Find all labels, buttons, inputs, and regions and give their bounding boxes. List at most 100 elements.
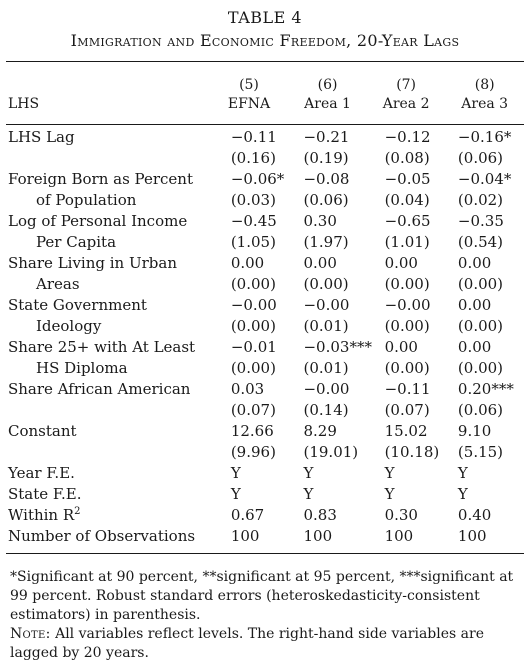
standard-error-cell: (0.00): [230, 359, 276, 377]
table-row: Log of Personal Income −0.45 0.30 −0.65 −0.3…: [6, 211, 524, 232]
table-number: TABLE 4: [227, 8, 303, 27]
value-cell: Y: [303, 464, 314, 482]
row-label: Share African American: [8, 380, 191, 398]
row-label: Year F.E.: [6, 463, 215, 484]
standard-error-cell: (0.54): [457, 233, 504, 251]
coefficient-cell: −0.35: [457, 212, 504, 230]
row-label-text: Year F.E.: [8, 464, 75, 482]
table-row-se: (0.16) (0.19) (0.08) (0.06): [6, 148, 524, 169]
standard-error-cell: (0.00): [457, 275, 504, 293]
table-row-se: (9.96) (19.01) (10.18) (5.15): [6, 442, 524, 463]
row-label-continued: [6, 442, 215, 463]
value-cell: Y: [457, 464, 468, 482]
standard-error-cell: (0.00): [230, 317, 276, 335]
table-row-se: Per Capita (1.05) (1.97) (1.01) (0.54): [6, 232, 524, 253]
row-label-text: Number of Observations: [8, 527, 196, 545]
table-title: Immigration and Economic Freedom, 20-Yea…: [70, 31, 460, 50]
table-row: Constant 12.66 8.29 15.02 9.10: [6, 421, 524, 442]
coefficient-cell: −0.65: [384, 212, 431, 230]
row-label-continued: HS Diploma: [36, 359, 128, 377]
lhs-header: LHS: [8, 96, 40, 112]
standard-error-cell: (0.00): [457, 359, 504, 377]
top-rule: [6, 61, 524, 62]
standard-error-cell: (0.00): [303, 275, 349, 293]
coefficient-cell: −0.16*: [457, 128, 512, 146]
standard-error-cell: (0.01): [303, 317, 349, 335]
coefficient-cell: −0.05: [384, 170, 431, 188]
superscript: 2: [74, 506, 81, 517]
table-row-se: Ideology (0.00) (0.01) (0.00) (0.00): [6, 316, 524, 337]
row-label: Foreign Born as Percent: [8, 170, 193, 188]
standard-error-cell: (5.15): [457, 443, 504, 461]
table-row-se: of Population (0.03) (0.06) (0.04) (0.02): [6, 190, 524, 211]
row-label: Constant: [8, 422, 77, 440]
table-row: Number of Observations 100 100 100 100: [6, 526, 524, 547]
coefficient-cell: −0.01: [230, 338, 277, 356]
column-number: (7): [396, 77, 417, 93]
standard-error-cell: (0.00): [384, 275, 430, 293]
header-rule: [6, 124, 524, 125]
value-cell: Y: [384, 485, 395, 503]
coefficient-cell: 0.00: [457, 296, 492, 314]
coefficient-cell: −0.00: [303, 380, 350, 398]
standard-error-cell: (0.00): [230, 275, 276, 293]
row-label: Log of Personal Income: [8, 212, 188, 230]
standard-error-cell: (0.16): [230, 149, 276, 167]
value-cell: Y: [303, 485, 314, 503]
value-cell: 0.30: [384, 506, 418, 524]
column-header: EFNA: [227, 96, 271, 112]
standard-error-cell: (0.06): [457, 149, 504, 167]
coefficient-cell: −0.00: [230, 296, 277, 314]
note-label: Note:: [10, 626, 51, 642]
value-cell: 100: [303, 527, 333, 545]
row-label-continued: Per Capita: [36, 233, 117, 251]
column-header: Area 2: [382, 96, 430, 112]
coefficient-cell: 0.00: [457, 338, 492, 356]
table-row: Share Living in Urban 0.00 0.00 0.00 0.00: [6, 253, 524, 274]
table-row-se: HS Diploma (0.00) (0.01) (0.00) (0.00): [6, 358, 524, 379]
standard-error-cell: (0.02): [457, 191, 504, 209]
standard-error-cell: (0.00): [457, 317, 504, 335]
standard-error-cell: (0.14): [303, 401, 349, 419]
standard-error-cell: (0.00): [384, 359, 430, 377]
table-row-se: (0.07) (0.14) (0.07) (0.06): [6, 400, 524, 421]
row-label: State Government: [8, 296, 147, 314]
note-text: All variables reflect levels. The right-…: [10, 626, 484, 661]
table-row: State F.E. Y Y Y Y: [6, 484, 524, 505]
value-cell: 0.67: [230, 506, 265, 524]
row-label: Number of Observations: [6, 526, 215, 547]
coefficient-cell: 15.02: [384, 422, 428, 440]
column-number: (5): [239, 77, 259, 93]
table-notes: *Significant at 90 percent, **significan…: [6, 554, 524, 663]
table-row: Share 25+ with At Least −0.01 −0.03*** 0.00…: [6, 337, 524, 358]
coefficient-cell: 0.00: [457, 254, 492, 272]
standard-error-cell: (0.00): [384, 317, 430, 335]
coefficient-cell: 0.00: [384, 254, 418, 272]
row-label-text: State F.E.: [8, 485, 82, 503]
coefficient-cell: 9.10: [457, 422, 492, 440]
value-cell: Y: [230, 464, 241, 482]
value-cell: 100: [457, 527, 487, 545]
coefficient-cell: 12.66: [230, 422, 274, 440]
standard-error-cell: (0.06): [457, 401, 504, 419]
coefficient-cell: 0.20***: [457, 380, 514, 398]
standard-error-cell: (1.97): [303, 233, 349, 251]
coefficient-cell: 0.30: [303, 212, 337, 230]
coefficient-cell: −0.08: [303, 170, 350, 188]
coefficient-cell: −0.11: [384, 380, 431, 398]
coefficient-cell: 0.03: [230, 380, 265, 398]
significance-note: *Significant at 90 percent, **significan…: [10, 569, 514, 623]
coefficient-cell: 0.00: [384, 338, 418, 356]
coefficient-cell: −0.21: [303, 128, 350, 146]
row-label: Share 25+ with At Least: [8, 338, 196, 356]
row-label-text: Within R: [8, 506, 75, 524]
standard-error-cell: (1.01): [384, 233, 430, 251]
column-number: (8): [474, 77, 495, 93]
coefficient-cell: 0.00: [303, 254, 337, 272]
coefficient-cell: −0.11: [230, 128, 277, 146]
column-number: (6): [317, 77, 338, 93]
general-note: Note: All variables reflect levels. The …: [10, 625, 520, 663]
row-label-continued: Ideology: [36, 317, 102, 335]
standard-error-cell: (0.07): [384, 401, 430, 419]
standard-error-cell: (1.05): [230, 233, 276, 251]
